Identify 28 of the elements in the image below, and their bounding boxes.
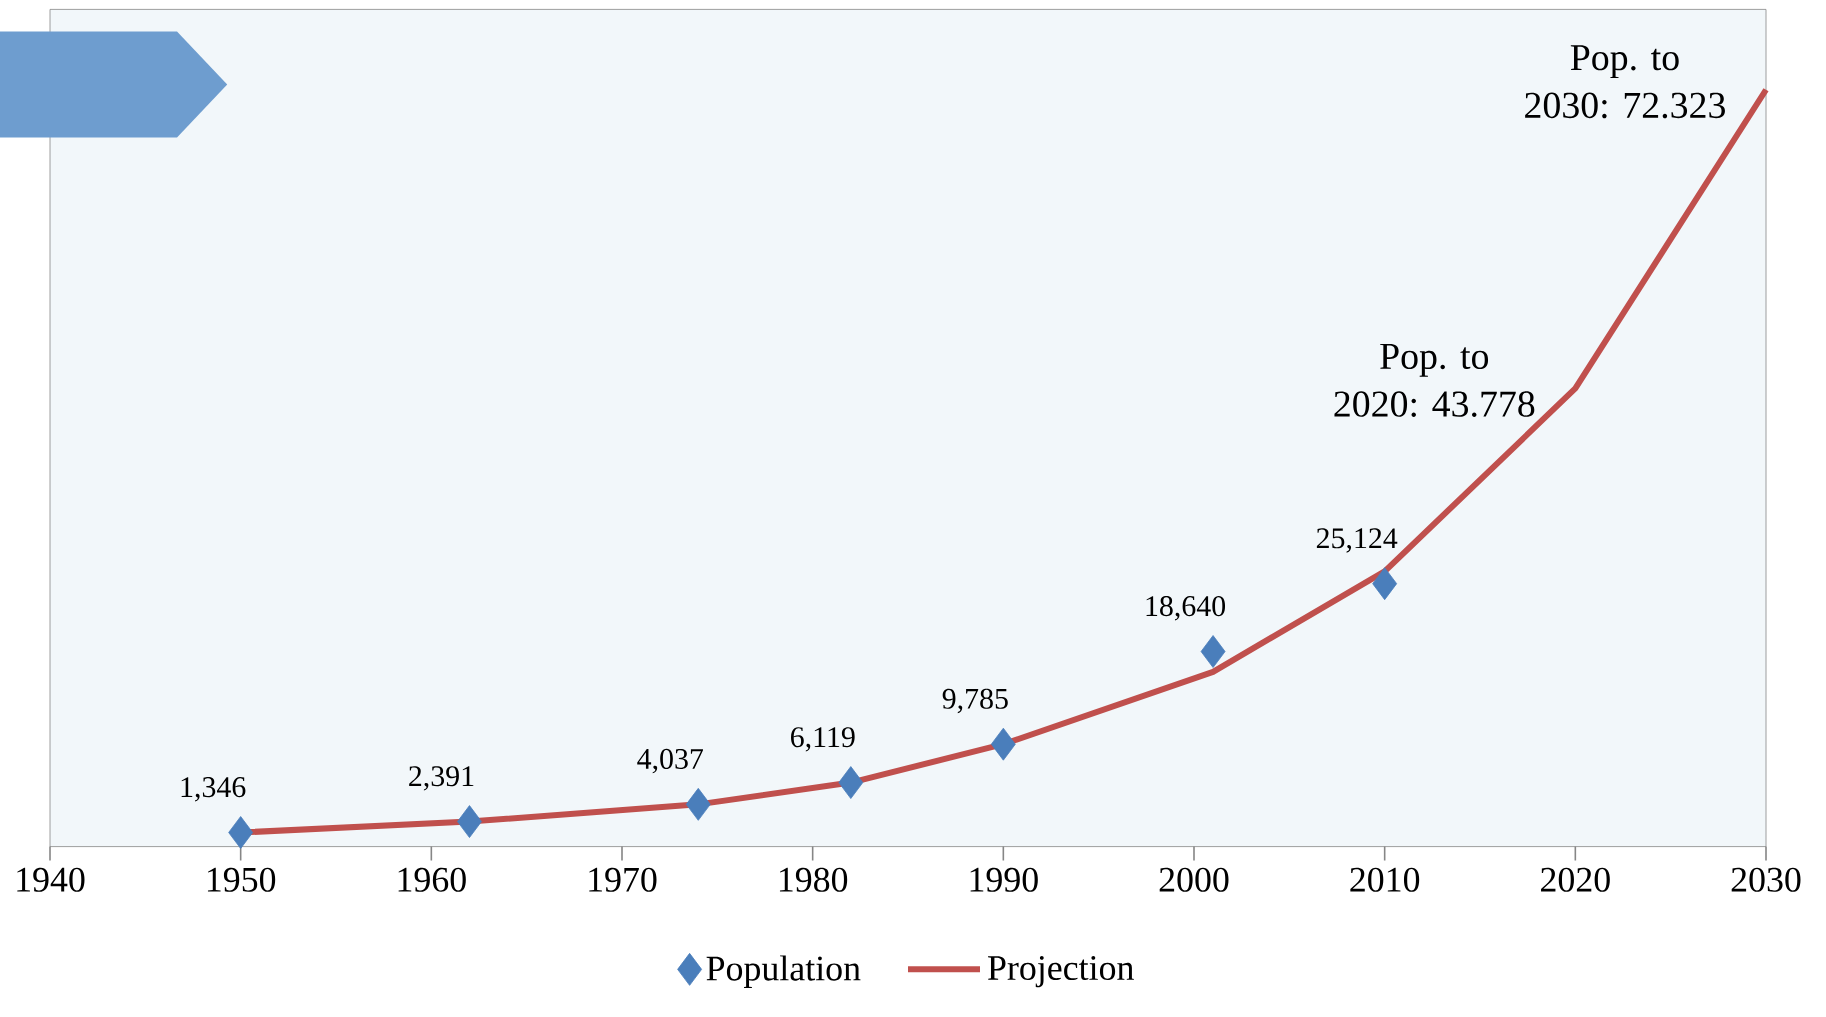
x-tick-label: 1960: [398, 867, 466, 893]
x-tick-label: 2020: [1541, 867, 1610, 893]
data-label: 18,640: [1146, 596, 1226, 621]
x-tick-label: 1950: [207, 867, 276, 893]
point: [457, 805, 482, 839]
data-label: 1,346: [181, 777, 246, 802]
data-label: 4,037: [637, 749, 704, 774]
legend-label: Projection: [988, 956, 1134, 988]
point: [838, 766, 864, 800]
point: [685, 788, 711, 821]
point: [1372, 567, 1398, 601]
x-tick-label: 2000: [1159, 867, 1229, 893]
data-label: 9,785: [942, 688, 1008, 714]
x-tick-label: 1970: [589, 867, 657, 893]
data-label: 6,119: [791, 727, 855, 752]
annotation: Pop. to 2020: 43.778: [1334, 344, 1535, 418]
x-tick-label: 1980: [779, 867, 848, 893]
legend-label: Population: [706, 955, 861, 989]
data-label: 2,391: [409, 766, 474, 791]
point: [1200, 635, 1226, 669]
x-tick-label: 2030: [1731, 867, 1801, 893]
point: [228, 816, 254, 850]
x-tick-label: 1990: [970, 867, 1038, 893]
annotation: Pop. to 2030: 72.323: [1525, 45, 1725, 119]
x-tick-label: 2010: [1350, 867, 1420, 893]
data-label: 25,124: [1316, 528, 1398, 553]
point: [990, 728, 1016, 761]
x-tick-label: 1940: [17, 867, 85, 893]
